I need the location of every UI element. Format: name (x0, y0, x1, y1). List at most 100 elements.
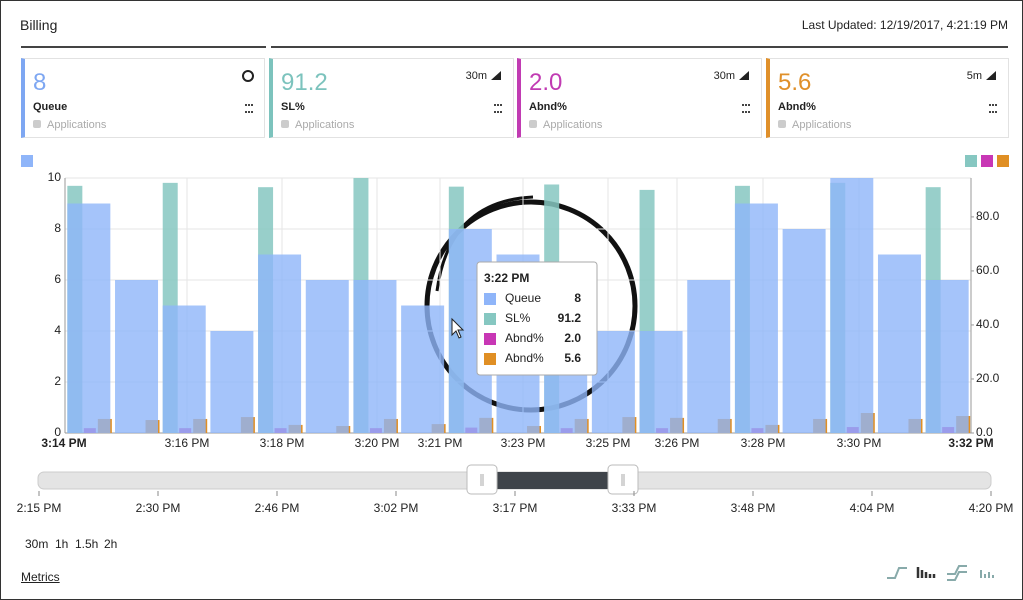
y-tick-label: 6 (54, 272, 61, 286)
bar (830, 178, 874, 433)
period-icon (491, 71, 501, 80)
range-button[interactable]: 2h (104, 537, 117, 551)
slider-handle[interactable] (466, 464, 498, 495)
tooltip-box (476, 261, 598, 376)
step-icon[interactable] (947, 565, 967, 581)
y2-tick-label: 20.0 (976, 371, 1000, 385)
last-updated: Last Updated: 12/19/2017, 4:21:19 PM (801, 18, 1008, 32)
tooltip-value: 2.0 (564, 331, 581, 345)
tooltip-swatch (484, 333, 496, 345)
y-tick-label: 4 (54, 323, 61, 337)
x-tick-label: 3:16 PM (165, 436, 210, 450)
bar (67, 203, 111, 433)
y-tick-label: 0 (54, 425, 61, 439)
chart-type-icons (887, 565, 994, 581)
kpi-value: 91.2 (281, 69, 328, 96)
bar (639, 331, 683, 433)
timeline-label: 2:30 PM (136, 501, 181, 515)
legend-swatch (965, 155, 977, 167)
kpi-label: Abnd% (529, 101, 567, 113)
bar (782, 229, 826, 433)
bar (353, 280, 397, 433)
kpi-sub: Applications (792, 119, 852, 131)
range-button[interactable]: 30m (25, 537, 48, 551)
x-tick-label: 3:20 PM (355, 436, 400, 450)
range-button[interactable]: 1h (55, 537, 68, 551)
x-tick-label: 3:23 PM (501, 436, 546, 450)
x-tick-label: 3:32 PM (948, 436, 993, 450)
tooltip-value: 91.2 (558, 311, 582, 325)
timeline-label: 3:48 PM (731, 501, 776, 515)
kpi-value: 8 (33, 69, 47, 96)
kpi-card: 91.2 SL% Applications 30m (269, 58, 514, 138)
kpi-value: 2.0 (529, 69, 563, 96)
timeline-label: 4:20 PM (969, 501, 1014, 515)
timer-icon (242, 70, 254, 82)
legend-swatch (997, 155, 1009, 167)
kpi-card: 5.6 Abnd% Applications 5m (766, 58, 1009, 138)
kpi-sub: Applications (295, 119, 355, 131)
kpi-sub: Applications (543, 119, 603, 131)
bar (210, 331, 254, 433)
metrics-link[interactable]: Metrics (21, 570, 60, 584)
timeline-label: 3:02 PM (374, 501, 419, 515)
tooltip-value: 8 (574, 291, 581, 305)
phone-icon (529, 120, 537, 128)
x-tick-label: 3:25 PM (586, 436, 631, 450)
kpi-period: 5m (966, 70, 982, 82)
x-tick-label: 3:14 PM (41, 436, 86, 450)
legend-swatch (981, 155, 993, 167)
phone-icon (778, 120, 786, 128)
tooltip-title: 3:22 PM (484, 271, 529, 285)
bar (305, 280, 349, 433)
bar (734, 203, 778, 433)
kpi-value: 5.6 (778, 69, 812, 96)
timeline-label: 3:33 PM (612, 501, 657, 515)
menu-icon (742, 104, 750, 113)
timeline-label: 3:17 PM (493, 501, 538, 515)
bar (258, 254, 302, 433)
kpi-sub: Applications (47, 119, 107, 131)
bar (687, 280, 731, 433)
menu-icon (494, 104, 502, 113)
phone-icon (281, 120, 289, 128)
tooltip-swatch (484, 353, 496, 365)
kpi-label: SL% (281, 101, 305, 113)
tooltip-name: Queue (505, 291, 541, 305)
y2-tick-label: 0.0 (976, 425, 993, 439)
bar-icon[interactable] (916, 567, 936, 578)
bar (925, 280, 969, 433)
timeline-label: 4:04 PM (850, 501, 895, 515)
x-tick-label: 3:30 PM (837, 436, 882, 450)
x-tick-label: 3:28 PM (741, 436, 786, 450)
period-icon (986, 71, 996, 80)
y2-tick-label: 60.0 (976, 263, 1000, 277)
kpi-label: Abnd% (778, 101, 816, 113)
tooltip-value: 5.6 (564, 351, 581, 365)
tooltip-swatch (484, 293, 496, 305)
kpi-period: 30m (713, 70, 735, 82)
bar (591, 331, 635, 433)
range-button[interactable]: 1.5h (75, 537, 98, 551)
line-icon[interactable] (887, 567, 907, 579)
bar (115, 280, 159, 433)
y-tick-label: 10 (48, 170, 62, 184)
bar (162, 305, 206, 433)
kpi-label: Queue (33, 101, 68, 113)
legend-swatch (21, 155, 33, 167)
annotation-stroke (435, 195, 534, 292)
bar (877, 254, 921, 433)
page-title: Billing (20, 17, 58, 33)
column-icon[interactable] (980, 570, 994, 578)
slider-handle[interactable] (607, 464, 639, 495)
x-tick-label: 3:21 PM (418, 436, 463, 450)
y2-tick-label: 80.0 (976, 209, 1000, 223)
divider (271, 46, 1008, 48)
kpi-card: 8 Queue Applications (21, 58, 265, 138)
slider-range (482, 472, 623, 489)
phone-icon (33, 120, 41, 128)
tooltip: 3:22 PM Queue 8 SL% 91.2 Abnd% 2.0 Abnd% 5.6 (476, 261, 598, 376)
tooltip-swatch (484, 313, 496, 325)
